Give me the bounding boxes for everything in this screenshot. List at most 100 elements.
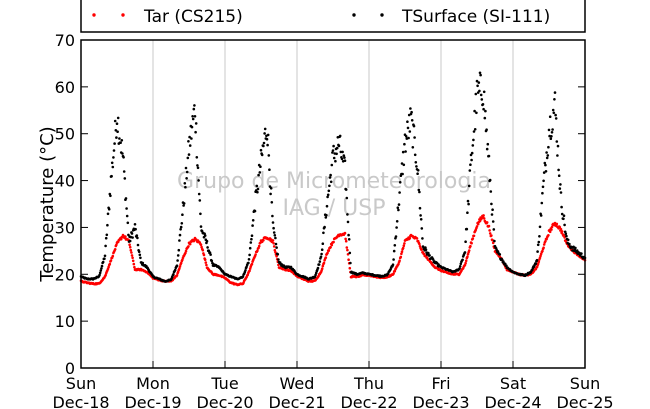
tsurface-point bbox=[107, 207, 111, 211]
x-tick-label-day: Tue bbox=[210, 374, 238, 393]
tsurface-point bbox=[395, 226, 398, 229]
tsurface-point bbox=[191, 115, 194, 118]
tsurface-point bbox=[319, 255, 323, 259]
tar-point bbox=[321, 264, 325, 268]
y-tick-label: 50 bbox=[55, 125, 75, 144]
tsurface-point bbox=[474, 92, 478, 96]
legend-marker-tar-2 bbox=[121, 13, 125, 17]
tar-point bbox=[271, 239, 275, 242]
tsurface-point bbox=[262, 144, 265, 148]
tsurface-point bbox=[472, 138, 475, 142]
tsurface-point bbox=[469, 163, 472, 166]
tsurface-point bbox=[331, 149, 335, 152]
tsurface-point bbox=[487, 154, 491, 158]
tar-point bbox=[345, 246, 349, 249]
tar-point bbox=[256, 249, 259, 252]
tsurface-point bbox=[395, 220, 399, 223]
tsurface-point bbox=[328, 184, 331, 188]
tsurface-point bbox=[195, 156, 199, 159]
tsurface-point bbox=[263, 132, 266, 135]
tsurface-point bbox=[197, 192, 201, 196]
tsurface-point bbox=[503, 262, 507, 266]
tsurface-point bbox=[332, 156, 336, 160]
y-axis-ticks: 0 10 20 30 40 50 60 70 bbox=[55, 31, 585, 378]
x-tick-label-date: Dec-21 bbox=[268, 393, 325, 409]
tsurface-point bbox=[560, 212, 564, 216]
tsurface-point bbox=[187, 140, 190, 143]
tsurface-point bbox=[113, 142, 116, 145]
tar-point bbox=[273, 248, 277, 252]
tsurface-point bbox=[547, 145, 550, 149]
x-tick-label-date: Dec-20 bbox=[196, 393, 253, 409]
tar-point bbox=[488, 232, 492, 235]
tsurface-point bbox=[344, 188, 348, 191]
tsurface-point bbox=[273, 234, 277, 237]
series-tsurface-points bbox=[79, 71, 587, 283]
tsurface-point bbox=[266, 133, 270, 137]
tar-point bbox=[272, 242, 275, 245]
tsurface-point bbox=[414, 161, 418, 164]
tsurface-point bbox=[338, 134, 342, 138]
tar-point bbox=[108, 262, 112, 266]
tsurface-point bbox=[116, 116, 120, 120]
tsurface-point bbox=[181, 213, 184, 216]
tsurface-point bbox=[138, 253, 142, 257]
y-tick-label: 0 bbox=[65, 359, 75, 378]
tsurface-point bbox=[104, 236, 108, 240]
tar-point bbox=[124, 235, 127, 238]
tsurface-point bbox=[534, 262, 538, 266]
tsurface-point bbox=[339, 150, 343, 154]
tsurface-point bbox=[348, 251, 352, 255]
tsurface-point bbox=[467, 184, 471, 188]
tsurface-point bbox=[463, 251, 467, 254]
tsurface-point bbox=[329, 180, 333, 184]
tsurface-point bbox=[194, 130, 197, 134]
tar-point bbox=[330, 243, 334, 247]
tsurface-point bbox=[248, 246, 252, 250]
tsurface-point bbox=[431, 258, 435, 261]
tar-point bbox=[326, 251, 329, 255]
tsurface-point bbox=[244, 269, 247, 272]
tsurface-point bbox=[343, 156, 346, 159]
tar-point bbox=[541, 249, 544, 253]
tsurface-point bbox=[410, 119, 414, 122]
tar-point bbox=[403, 242, 406, 245]
tsurface-point bbox=[398, 181, 402, 184]
tar-point bbox=[348, 266, 352, 270]
tar-point bbox=[542, 243, 546, 246]
tsurface-point bbox=[136, 236, 139, 240]
tsurface-point bbox=[458, 267, 461, 270]
tar-point bbox=[262, 239, 265, 242]
tsurface-point bbox=[193, 104, 196, 107]
tar-point bbox=[275, 254, 278, 258]
tar-point bbox=[399, 255, 403, 259]
tar-point bbox=[178, 265, 182, 268]
tsurface-point bbox=[412, 124, 416, 128]
tsurface-point bbox=[327, 189, 331, 193]
y-tick-label: 10 bbox=[55, 312, 75, 331]
tsurface-point bbox=[475, 79, 479, 83]
tsurface-point bbox=[472, 130, 476, 133]
tsurface-point bbox=[271, 214, 274, 218]
tar-point bbox=[478, 219, 482, 223]
x-tick-label-date: Dec-22 bbox=[340, 393, 397, 409]
tar-point bbox=[400, 250, 404, 253]
tsurface-point bbox=[547, 128, 551, 132]
tsurface-point bbox=[251, 224, 254, 227]
tsurface-point bbox=[470, 151, 474, 155]
tsurface-point bbox=[418, 206, 422, 210]
tsurface-point bbox=[176, 259, 179, 262]
x-tick-label-day: Wed bbox=[280, 374, 315, 393]
tsurface-point bbox=[407, 136, 410, 140]
tsurface-point bbox=[331, 151, 334, 154]
tsurface-point bbox=[545, 156, 549, 160]
tar-point bbox=[397, 263, 400, 266]
tsurface-point bbox=[550, 131, 554, 134]
tsurface-point bbox=[551, 128, 554, 131]
tsurface-point bbox=[391, 263, 395, 267]
tsurface-point bbox=[116, 130, 119, 133]
tar-point bbox=[324, 256, 328, 259]
series-tar-points bbox=[79, 214, 587, 287]
tar-point bbox=[128, 243, 131, 246]
legend-label-tar: Tar (CS215) bbox=[143, 7, 243, 27]
